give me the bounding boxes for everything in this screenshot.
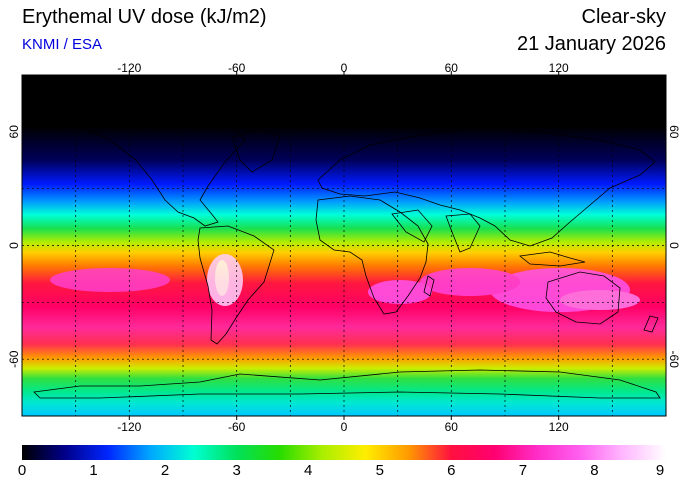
colorbar-tick-label: 7 [518, 462, 528, 479]
south-america [197, 225, 275, 345]
new-zealand [643, 315, 659, 333]
lon-label-top: -60 [228, 61, 246, 75]
indonesia [519, 251, 586, 267]
colorbar-tick-label: 8 [590, 462, 599, 479]
colorbar-tick-label: 0 [17, 462, 27, 479]
colorbar-tick-label: 4 [304, 462, 313, 479]
lat-label-right: -60 [667, 351, 681, 369]
uv-hotspots [50, 254, 640, 312]
lon-label-top: 60 [445, 61, 459, 75]
colorbar-tick-label: 6 [447, 462, 456, 479]
uv-dose-map: -120 -60 0 60 120 -120 -60 0 60 120 60 0… [7, 61, 681, 434]
lat-label-left: 60 [7, 125, 21, 139]
lon-label-bottom: 0 [341, 420, 348, 434]
date-label: 21 January 2026 [516, 33, 666, 55]
europe-asia [317, 127, 656, 247]
australia [545, 271, 621, 325]
graticule [22, 75, 666, 416]
source-label: KNMI / ESA [22, 36, 103, 53]
lon-label-bottom: -120 [117, 420, 141, 434]
antarctica [33, 369, 661, 399]
colorbar-tick-label: 5 [375, 462, 384, 479]
coastlines [33, 109, 661, 399]
arabia [391, 209, 433, 243]
africa [315, 195, 429, 315]
greenland [231, 129, 281, 173]
lon-label-bottom: 60 [445, 420, 459, 434]
sky-condition-label: Clear-sky [581, 6, 666, 28]
axis-ticks [128, 71, 560, 420]
colorbar-tick-label: 9 [655, 462, 665, 479]
lon-label-top: -120 [117, 61, 141, 75]
lat-label-right: 0 [667, 242, 681, 249]
lat-label-right: 60 [667, 125, 681, 139]
lat-label-left: 0 [7, 242, 21, 249]
india [445, 213, 481, 253]
lon-label-top: 120 [549, 61, 569, 75]
lon-label-bottom: -60 [228, 420, 246, 434]
colorbar-tick-label: 1 [89, 462, 98, 479]
north-america [64, 109, 246, 227]
colorbar-tick-label: 2 [160, 462, 170, 479]
madagascar [423, 275, 435, 297]
map-title: Erythemal UV dose (kJ/m2) [22, 6, 267, 28]
lon-label-top: 0 [341, 61, 348, 75]
lat-label-left: -60 [7, 350, 21, 368]
colorbar-tick-label: 3 [232, 462, 241, 479]
lon-label-bottom: 120 [549, 420, 569, 434]
colorbar [22, 445, 666, 460]
